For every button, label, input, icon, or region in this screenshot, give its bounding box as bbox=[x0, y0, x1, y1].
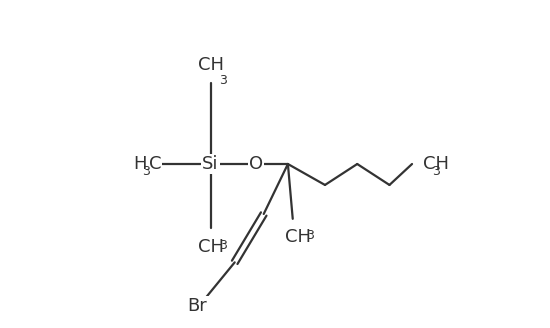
Text: C: C bbox=[149, 155, 161, 173]
Text: 3: 3 bbox=[306, 229, 313, 242]
Text: CH: CH bbox=[284, 229, 311, 246]
Text: 3: 3 bbox=[219, 74, 227, 87]
Text: Si: Si bbox=[202, 155, 219, 173]
Text: CH: CH bbox=[424, 155, 449, 173]
Text: 3: 3 bbox=[432, 165, 439, 177]
Text: Br: Br bbox=[188, 297, 207, 315]
Text: 3: 3 bbox=[142, 165, 150, 177]
Text: O: O bbox=[249, 155, 263, 173]
Text: H: H bbox=[133, 155, 146, 173]
Text: CH: CH bbox=[197, 238, 223, 256]
Text: 3: 3 bbox=[219, 239, 227, 252]
Text: CH: CH bbox=[197, 56, 223, 74]
